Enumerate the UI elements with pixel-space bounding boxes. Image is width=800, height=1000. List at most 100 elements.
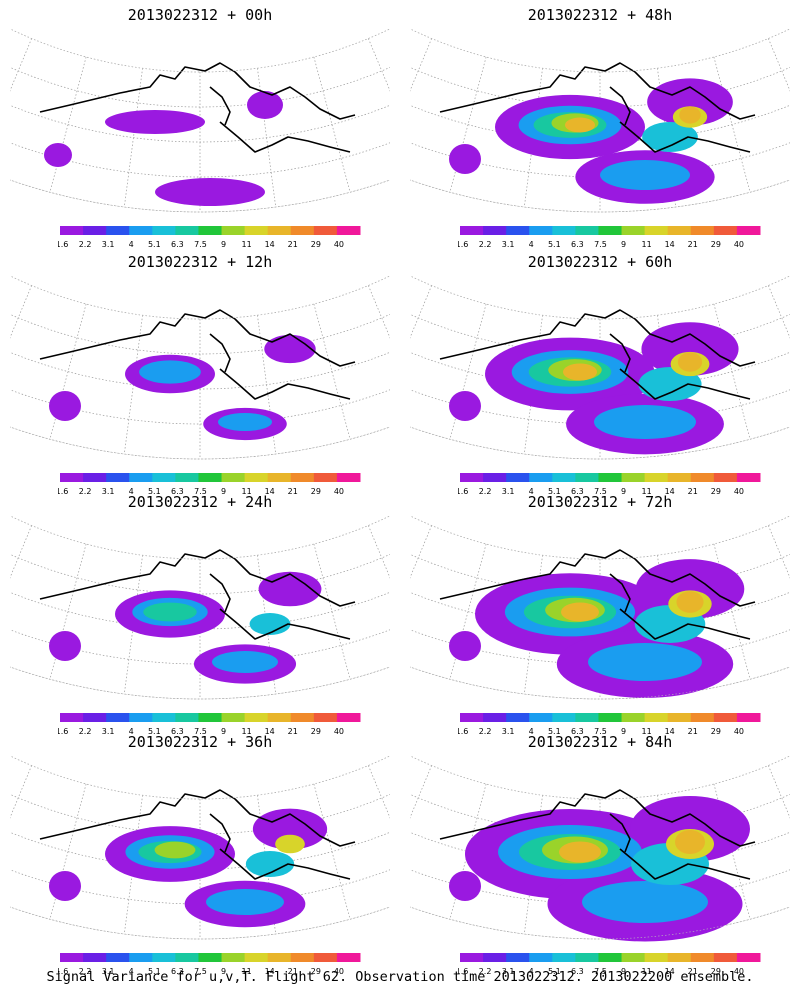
colorbar-label: 3.1 [102,967,115,976]
colorbar-swatch [83,226,107,235]
colorbar-swatch [621,953,646,962]
colorbar-label: 9 [221,487,226,496]
colorbar-swatch [575,953,599,962]
coastline [39,789,356,880]
colorbar-swatch [221,713,246,722]
colorbar-label: 7.5 [594,967,607,976]
colorbar-label: 6.3 [171,240,184,249]
colorbar-label: 1.6 [58,727,68,736]
colorbar-swatch [644,953,669,962]
colorbar-label: 40 [734,240,744,249]
variance-region [449,144,481,174]
colorbar-label: 14 [265,967,275,976]
variance-region [264,334,316,364]
coastline-north [39,549,356,607]
colorbar-swatch [575,713,599,722]
colorbar-swatch [690,953,715,962]
colorbar-label: 1.6 [458,727,468,736]
colorbar-swatch [313,226,338,235]
coastline-south [219,848,351,880]
forecast-panel-0h: 2013022312 + 00h 1.6 2.2 3.1 4 5.1 6.3 7.5 9 11 14… [0,5,400,250]
colorbar-label: 14 [265,727,275,736]
panel-title: 2013022312 + 36h [127,733,273,751]
colorbar-swatch [60,953,84,962]
colorbar-label: 9 [621,240,626,249]
latitude-line [10,28,390,73]
colorbar-label: 21 [688,487,698,496]
colorbar-swatch [336,953,361,962]
variance-map [10,515,390,700]
colorbar-label: 2.2 [79,240,92,249]
coastline [439,549,756,640]
colorbar-label: 1.6 [458,967,468,976]
colorbar-swatch [83,473,107,482]
longitude-line [768,765,790,819]
colorbar-label: 5.1 [548,240,561,249]
longitude-line [768,38,790,92]
colorbar-swatch [598,713,623,722]
colorbar-label: 2.2 [79,487,92,496]
latitude-line [10,351,390,390]
variance-field [449,796,750,942]
colorbar: 1.6 2.2 3.1 4 5.1 6.3 7.5 9 11 14 21 29 40 [458,953,761,976]
colorbar-swatch [198,473,223,482]
variance-region [44,143,72,167]
colorbar-swatch [598,953,623,962]
map-boundary [410,755,790,940]
variance-map [410,275,790,460]
variance-region [600,160,690,190]
colorbar-swatch [60,713,84,722]
colorbar-label: 40 [734,727,744,736]
coastline-south [219,608,351,640]
longitude-line [368,765,390,819]
colorbar-swatch [313,473,338,482]
longitude-line [10,525,32,579]
coastline [39,62,356,153]
colorbar-label: 6.3 [571,487,584,496]
colorbar-label: 11 [642,487,652,496]
figure-caption: Signal Variance for u,v,T. Flight 62. Ob… [46,969,754,985]
latitude-line [410,515,790,560]
colorbar-swatch [529,713,553,722]
latitude-line [10,104,390,143]
colorbar: 1.6 2.2 3.1 4 5.1 6.3 7.5 9 11 14 21 29 40 [58,953,361,976]
colorbar-swatch [483,953,507,962]
colorbar-swatch [244,473,269,482]
colorbar-swatch [198,226,223,235]
colorbar-swatch [575,226,599,235]
coastline-south [619,848,751,880]
colorbar-label: 14 [665,967,675,976]
colorbar-label: 9 [621,487,626,496]
longitude-line [410,525,432,579]
latitude-line [10,275,390,320]
panel-title: 2013022312 + 12h [127,253,273,271]
variance-field [449,559,745,698]
colorbar-label: 40 [334,240,344,249]
longitude-line [257,68,277,208]
variance-region [449,631,481,661]
coastline-north [439,789,756,847]
variance-field [49,571,322,684]
colorbar-swatch [221,473,246,482]
colorbar-swatch [267,226,292,235]
colorbar-label: 40 [734,967,744,976]
map-boundary [410,28,790,213]
colorbar: 1.6 2.2 3.1 4 5.1 6.3 7.5 9 11 14 21 29 40 [58,713,361,736]
colorbar-label: 1.6 [458,487,468,496]
colorbar-label: 29 [711,967,721,976]
variance-map [410,755,790,942]
coastline-island [209,86,231,126]
forecast-panel-84h: 2013022312 + 84h 1.6 2.2 3.1 4 5.1 6.3 7.5 9 11 14… [400,732,800,977]
variance-region [647,78,733,126]
colorbar-swatch [60,473,84,482]
colorbar-label: 9 [221,967,226,976]
colorbar-label: 6.3 [171,727,184,736]
longitude-line [313,783,351,920]
colorbar-swatch [83,953,107,962]
colorbar-swatch [129,473,153,482]
colorbar-swatch [713,473,738,482]
coastline-north [439,62,756,120]
colorbar-label: 3.1 [502,240,515,249]
colorbar-label: 5.1 [148,487,161,496]
colorbar-label: 1.6 [58,967,68,976]
